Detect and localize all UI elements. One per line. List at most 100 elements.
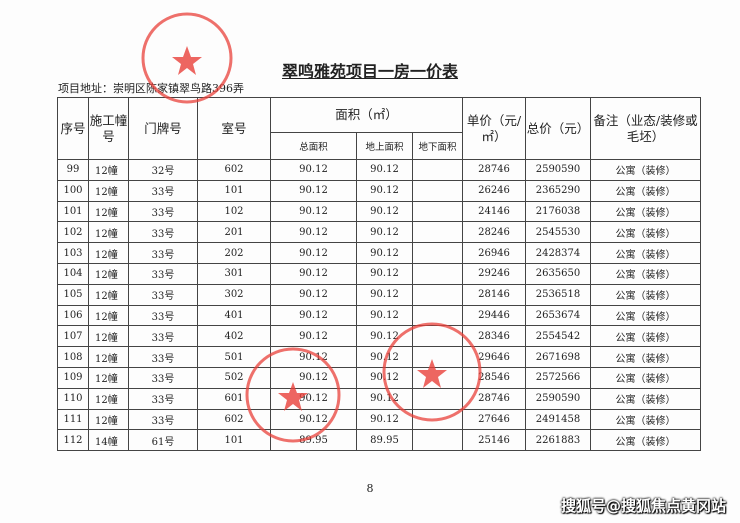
- project-address: 项目地址：崇明区陈家镇翠鸟路396弄: [58, 82, 244, 95]
- document-title: 翠鸣雅苑项目一房一价表: [0, 58, 740, 82]
- cell-total-area: 90.12: [270, 200, 357, 223]
- cell-door: 33号: [128, 262, 198, 285]
- cell-below-area: [412, 304, 463, 327]
- cell-total-price: 2653674: [525, 304, 591, 327]
- cell-below-area: [412, 346, 463, 368]
- cell-room: 602: [197, 159, 271, 181]
- cell-above-area: 90.12: [356, 325, 413, 348]
- cell-total-area: 90.12: [270, 408, 357, 431]
- cell-room: 302: [197, 283, 271, 306]
- cell-unit-price: 25146: [462, 429, 526, 452]
- cell-above-area: 90.12: [356, 304, 413, 327]
- cell-unit-price: 28746: [462, 159, 526, 181]
- cell-total-price: 2635650: [525, 262, 591, 285]
- cell-building: 12幢: [88, 159, 129, 181]
- cell-room: 401: [197, 304, 271, 327]
- cell-room: 102: [197, 200, 271, 223]
- cell-below-area: [412, 242, 463, 264]
- cell-seq: 99: [57, 159, 89, 181]
- cell-remark: 公寓（装修）: [590, 366, 701, 389]
- table-row: 105 12幢 33号 302 90.12 90.12 28146 2536518 公寓（装修）: [57, 283, 701, 306]
- cell-total-price: 2365290: [525, 179, 591, 202]
- cell-seq: 108: [57, 346, 89, 368]
- cell-below-area: [412, 179, 463, 202]
- cell-unit-price: 27646: [462, 408, 526, 431]
- cell-building: 14幢: [88, 429, 129, 452]
- header-total-price: 总价（元）: [525, 97, 591, 160]
- cell-building: 12幢: [88, 242, 129, 264]
- cell-room: 601: [197, 387, 271, 410]
- header-total-area: 总面积: [270, 132, 357, 160]
- cell-door: 33号: [128, 408, 198, 431]
- cell-unit-price: 28346: [462, 325, 526, 348]
- cell-below-area: [412, 200, 463, 223]
- cell-remark: 公寓（装修）: [590, 408, 701, 431]
- cell-building: 12幢: [88, 346, 129, 368]
- cell-seq: 102: [57, 221, 89, 244]
- cell-door: 33号: [128, 242, 198, 264]
- table-row: 99 12幢 32号 602 90.12 90.12 28746 2590590 公寓（装修）: [57, 159, 701, 181]
- cell-total-area: 90.12: [270, 159, 357, 181]
- cell-remark: 公寓（装修）: [590, 304, 701, 327]
- cell-building: 12幢: [88, 325, 129, 348]
- table-row: 106 12幢 33号 401 90.12 90.12 29446 2653674 公寓（装修）: [57, 304, 701, 327]
- cell-seq: 101: [57, 200, 89, 223]
- cell-remark: 公寓（装修）: [590, 179, 701, 202]
- cell-remark: 公寓（装修）: [590, 429, 701, 452]
- cell-room: 501: [197, 346, 271, 368]
- cell-below-area: [412, 366, 463, 389]
- cell-door: 32号: [128, 159, 198, 181]
- table-row: 102 12幢 33号 201 90.12 90.12 28246 2545530 公寓（装修）: [57, 221, 701, 244]
- table-row: 111 12幢 33号 602 90.12 90.12 27646 2491458 公寓（装修）: [57, 408, 701, 431]
- cell-total-price: 2554542: [525, 325, 591, 348]
- cell-seq: 103: [57, 242, 89, 264]
- cell-total-price: 2590590: [525, 159, 591, 181]
- cell-room: 201: [197, 221, 271, 244]
- cell-unit-price: 24146: [462, 200, 526, 223]
- cell-door: 33号: [128, 346, 198, 368]
- cell-seq: 109: [57, 366, 89, 389]
- cell-total-area: 90.12: [270, 179, 357, 202]
- cell-door: 61号: [128, 429, 198, 452]
- cell-total-area: 90.12: [270, 325, 357, 348]
- cell-seq: 104: [57, 262, 89, 285]
- cell-below-area: [412, 387, 463, 410]
- cell-door: 33号: [128, 283, 198, 306]
- cell-total-area: 90.12: [270, 387, 357, 410]
- cell-seq: 106: [57, 304, 89, 327]
- cell-above-area: 90.12: [356, 366, 413, 389]
- cell-seq: 105: [57, 283, 89, 306]
- header-unit-price: 单价（元/㎡）: [462, 97, 526, 160]
- cell-unit-price: 28146: [462, 283, 526, 306]
- cell-below-area: [412, 408, 463, 431]
- table-row: 109 12幢 33号 502 90.12 90.12 28546 2572566 公寓（装修）: [57, 366, 701, 389]
- table-row: 112 14幢 61号 101 89.95 89.95 25146 2261883 公寓（装修）: [57, 429, 701, 452]
- table-row: 101 12幢 33号 102 90.12 90.12 24146 2176038 公寓（装修）: [57, 200, 701, 223]
- cell-building: 12幢: [88, 262, 129, 285]
- cell-building: 12幢: [88, 283, 129, 306]
- table-row: 104 12幢 33号 301 90.12 90.12 29246 2635650 公寓（装修）: [57, 262, 701, 285]
- cell-remark: 公寓（装修）: [590, 221, 701, 244]
- cell-door: 33号: [128, 304, 198, 327]
- header-above-area: 地上面积: [356, 132, 413, 160]
- header-below-area: 地下面积: [412, 132, 463, 160]
- cell-remark: 公寓（装修）: [590, 262, 701, 285]
- cell-unit-price: 26246: [462, 179, 526, 202]
- cell-room: 301: [197, 262, 271, 285]
- cell-above-area: 90.12: [356, 408, 413, 431]
- cell-total-price: 2590590: [525, 387, 591, 410]
- cell-building: 12幢: [88, 408, 129, 431]
- cell-room: 502: [197, 366, 271, 389]
- cell-above-area: 90.12: [356, 200, 413, 223]
- page-number: 8: [366, 482, 374, 495]
- cell-unit-price: 29446: [462, 304, 526, 327]
- cell-below-area: [412, 283, 463, 306]
- table-row: 110 12幢 33号 601 90.12 90.12 28746 2590590 公寓（装修）: [57, 387, 701, 410]
- cell-above-area: 90.12: [356, 159, 413, 181]
- cell-below-area: [412, 429, 463, 452]
- cell-room: 101: [197, 429, 271, 452]
- cell-seq: 100: [57, 179, 89, 202]
- cell-unit-price: 28246: [462, 221, 526, 244]
- cell-seq: 110: [57, 387, 89, 410]
- cell-door: 33号: [128, 179, 198, 202]
